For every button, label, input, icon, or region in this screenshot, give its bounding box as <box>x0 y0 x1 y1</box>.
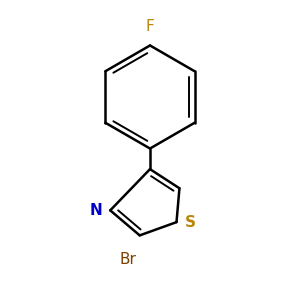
Text: N: N <box>89 203 102 218</box>
Text: F: F <box>146 19 154 34</box>
Text: S: S <box>185 214 196 230</box>
Text: Br: Br <box>119 252 136 267</box>
